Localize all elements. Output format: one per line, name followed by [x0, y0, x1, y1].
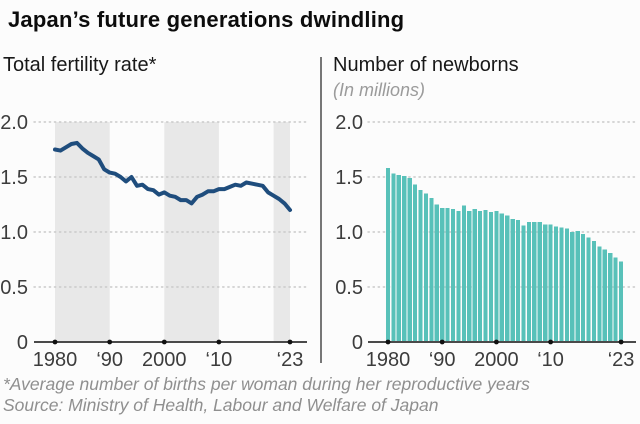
svg-text:1.0: 1.0 [335, 222, 363, 244]
panel-divider [320, 57, 322, 363]
svg-text:‘23: ‘23 [608, 349, 635, 370]
newborns-unit-note: (In millions) [333, 80, 426, 100]
svg-text:0: 0 [17, 332, 28, 354]
page-title: Japan’s future generations dwindling [8, 7, 405, 32]
footnote: *Average number of births per woman duri… [3, 374, 530, 394]
newborns-bar-chart: 1980 ‘90 2000 ‘10 ‘23 0 0.5 1.0 1.5 2.0 [335, 112, 639, 370]
fertility-line-chart: 1980 ‘90 2000 ‘10 ‘23 0 0.5 1.0 1.5 2.0 [0, 112, 308, 370]
svg-text:‘10: ‘10 [206, 349, 233, 370]
svg-text:‘90: ‘90 [429, 349, 456, 370]
svg-text:1.0: 1.0 [0, 222, 28, 244]
svg-text:0: 0 [352, 332, 363, 354]
svg-text:2.0: 2.0 [335, 112, 363, 134]
footer: *Average number of births per woman duri… [3, 374, 530, 416]
svg-text:‘10: ‘10 [537, 349, 564, 370]
svg-text:‘23: ‘23 [277, 349, 304, 370]
svg-text:2.0: 2.0 [0, 112, 28, 134]
source-note: Source: Ministry of Health, Labour and W… [3, 395, 439, 415]
svg-text:0.5: 0.5 [335, 277, 363, 299]
svg-text:1.5: 1.5 [335, 167, 363, 189]
svg-text:0.5: 0.5 [0, 277, 28, 299]
fertility-chart-title: Total fertility rate* [3, 54, 157, 76]
svg-text:2000: 2000 [474, 349, 519, 370]
svg-text:1980: 1980 [33, 349, 78, 370]
svg-text:1.5: 1.5 [0, 167, 28, 189]
svg-text:1980: 1980 [366, 349, 411, 370]
svg-text:‘90: ‘90 [96, 349, 123, 370]
svg-text:2000: 2000 [142, 349, 187, 370]
newborns-chart-title: Number of newborns [333, 54, 519, 76]
